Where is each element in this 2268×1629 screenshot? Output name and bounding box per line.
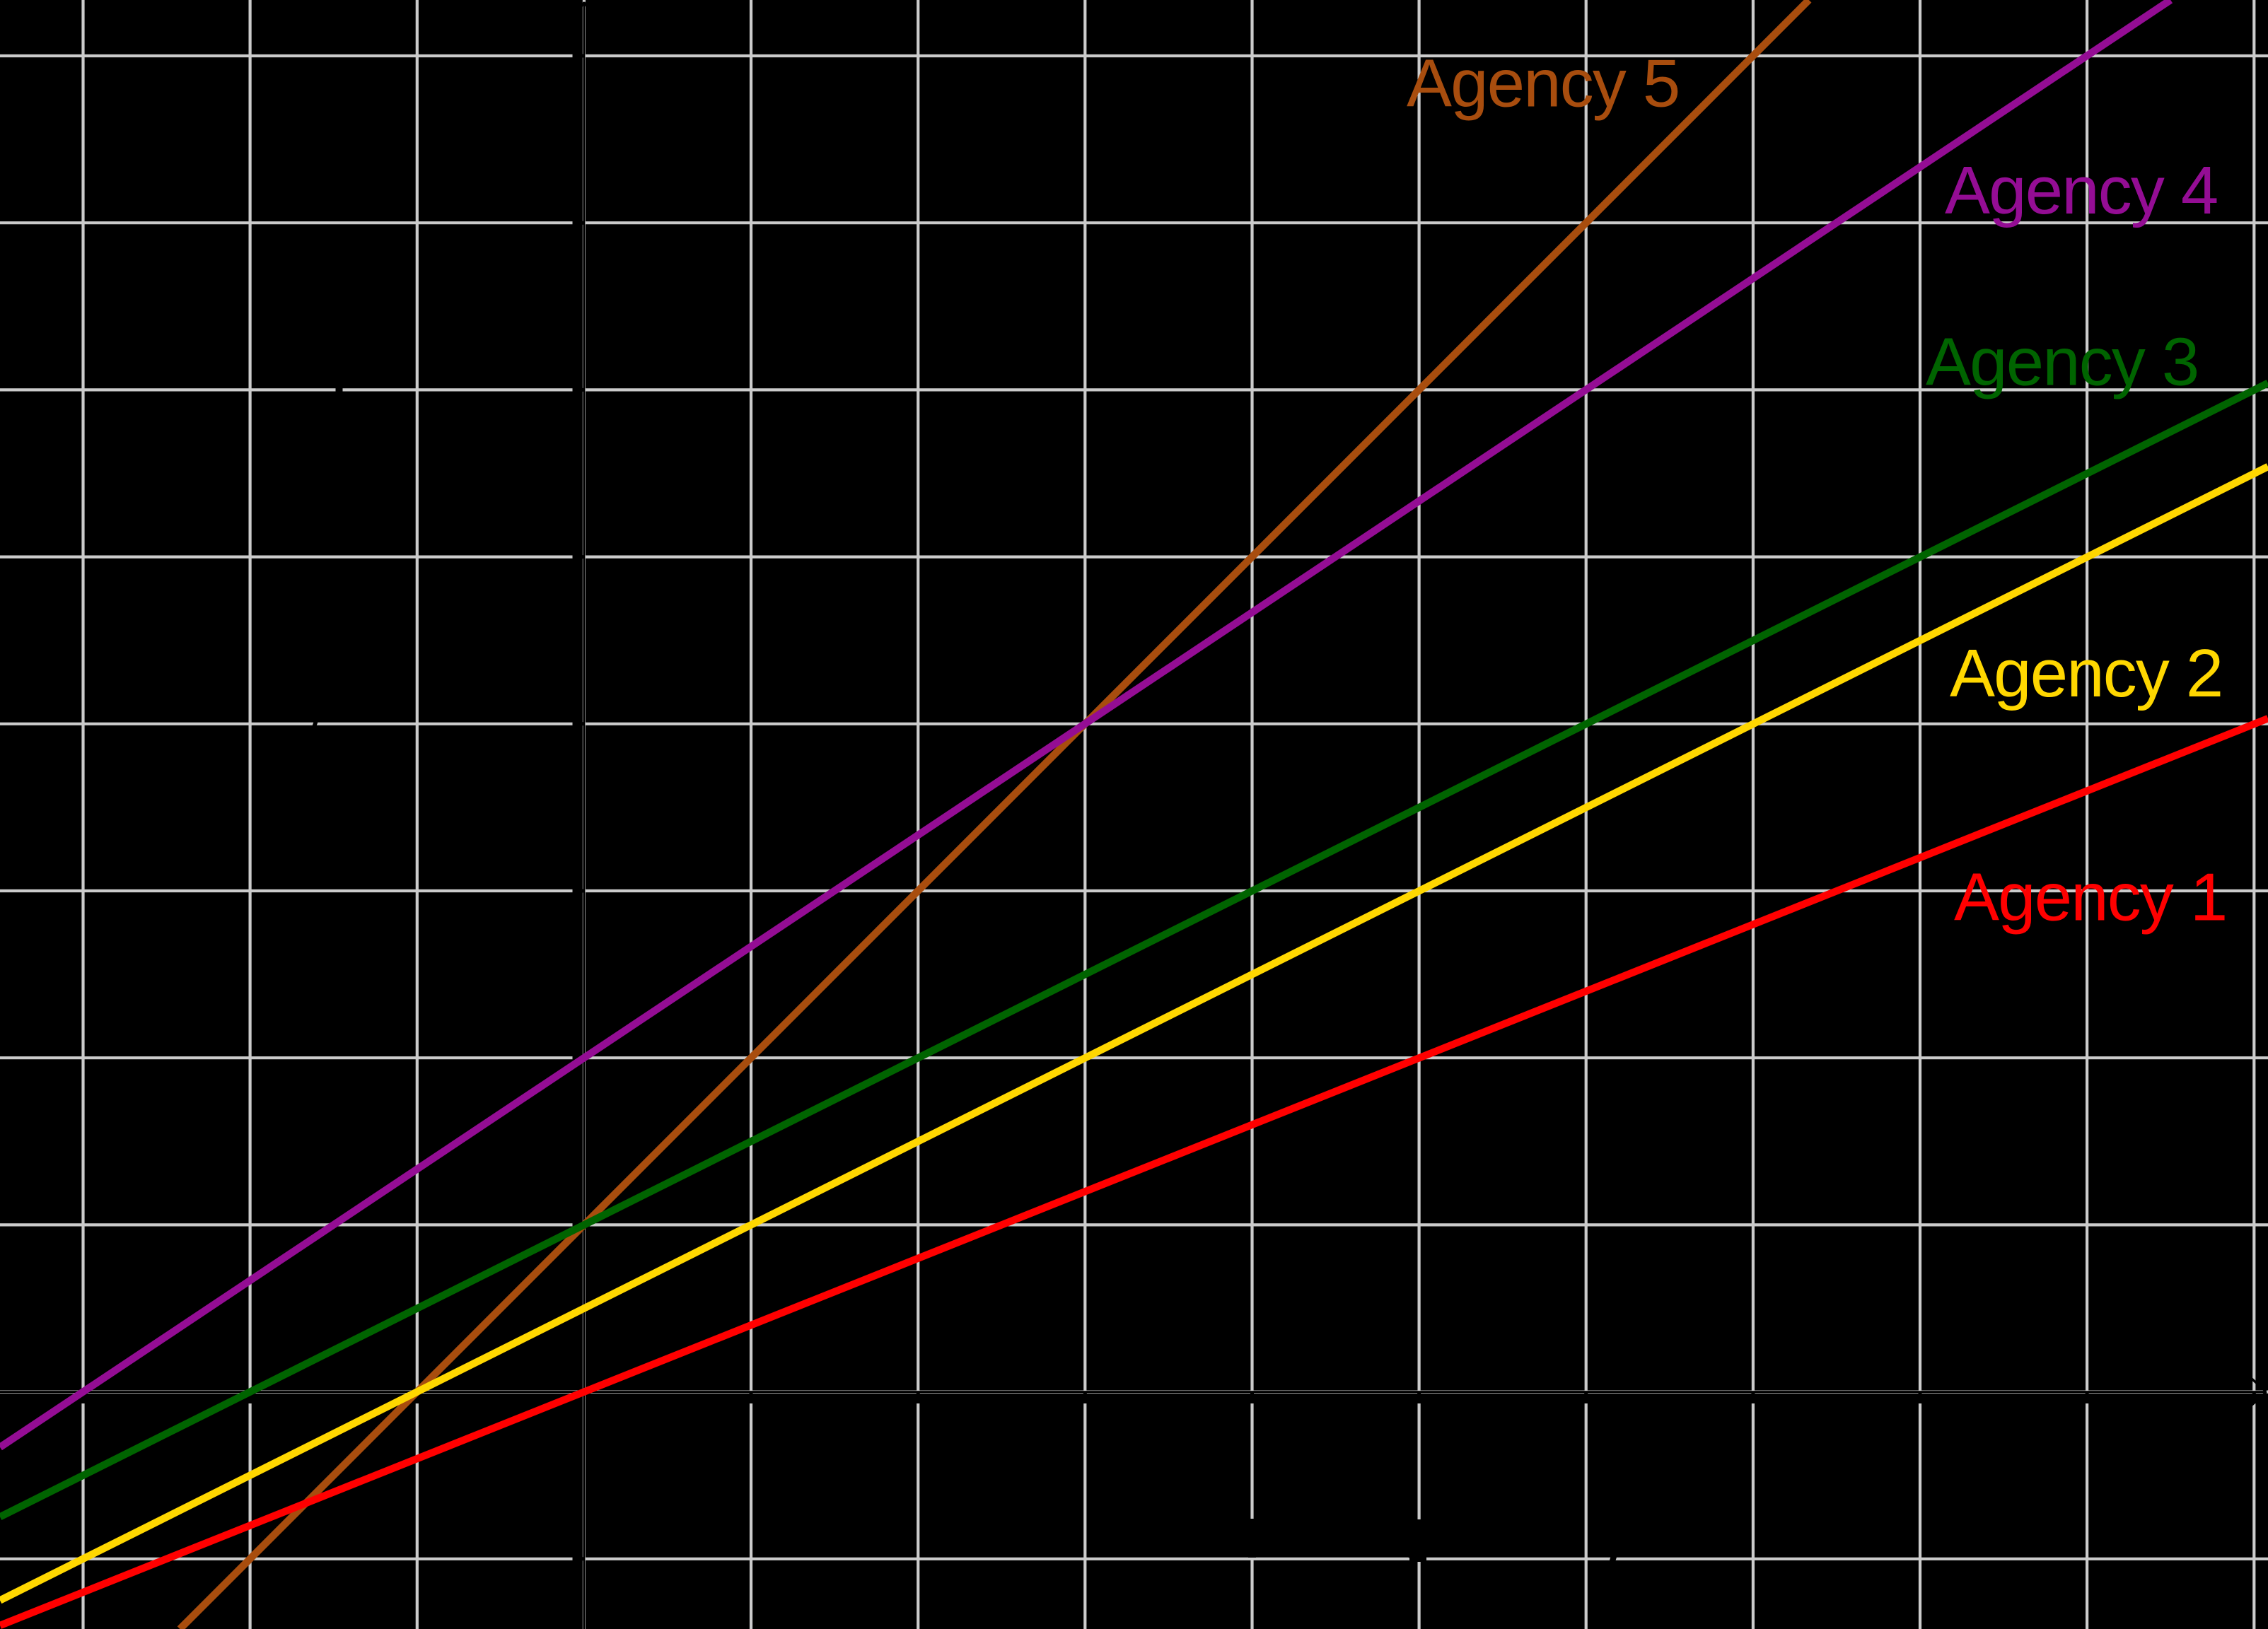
svg-text:Agency 3: Agency 3 [1926, 325, 2198, 400]
svg-text:Agency 5: Agency 5 [1407, 46, 1679, 122]
svg-text:Agency 2: Agency 2 [1950, 636, 2222, 711]
svg-text:Agency 4: Agency 4 [1945, 153, 2217, 228]
svg-text:Agency 1: Agency 1 [1954, 860, 2226, 935]
